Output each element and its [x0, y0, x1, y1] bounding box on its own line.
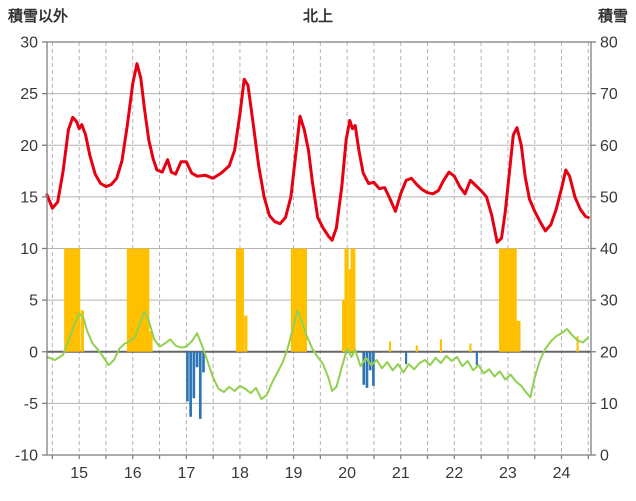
svg-text:15: 15	[70, 465, 88, 482]
svg-text:21: 21	[392, 465, 410, 482]
right-axis-title: 積雪	[597, 8, 628, 25]
svg-text:20: 20	[20, 138, 38, 155]
svg-text:19: 19	[285, 465, 303, 482]
svg-text:0: 0	[29, 344, 38, 361]
svg-text:10: 10	[600, 396, 618, 413]
svg-text:17: 17	[177, 465, 195, 482]
svg-text:20: 20	[338, 465, 356, 482]
svg-text:30: 30	[20, 35, 38, 52]
x-axis-tick-labels: 15 16 17 18 19 20 21 22 23 24	[70, 465, 570, 482]
svg-text:50: 50	[600, 189, 618, 206]
svg-text:0: 0	[600, 448, 609, 465]
blue-bars-series	[186, 351, 478, 419]
svg-text:22: 22	[445, 465, 463, 482]
axes-frame	[42, 41, 596, 459]
svg-text:15: 15	[20, 189, 38, 206]
left-axis-title: 積雪以外	[8, 8, 69, 25]
green-line-series	[46, 309, 590, 401]
svg-text:5: 5	[29, 293, 38, 310]
svg-text:70: 70	[600, 86, 618, 103]
chart-header: 積雪以外 北上 積雪	[0, 5, 636, 29]
svg-text:10: 10	[20, 241, 38, 258]
svg-text:60: 60	[600, 138, 618, 155]
orange-bars-series	[64, 248, 579, 352]
svg-text:-5: -5	[24, 396, 38, 413]
svg-text:40: 40	[600, 241, 618, 258]
svg-text:25: 25	[20, 86, 38, 103]
red-line-series	[45, 62, 590, 244]
svg-text:80: 80	[600, 35, 618, 52]
svg-text:16: 16	[124, 465, 142, 482]
svg-text:-10: -10	[15, 448, 38, 465]
chart-title: 北上	[302, 8, 333, 25]
svg-text:30: 30	[600, 293, 618, 310]
svg-text:23: 23	[499, 465, 517, 482]
svg-text:20: 20	[600, 344, 618, 361]
svg-text:24: 24	[553, 465, 571, 482]
right-axis-tick-labels: 80 70 60 50 40 30 20 10 0	[600, 35, 618, 465]
left-axis-tick-labels: 30 25 20 15 10 5 0 -5 -10	[15, 35, 38, 465]
svg-text:18: 18	[231, 465, 249, 482]
